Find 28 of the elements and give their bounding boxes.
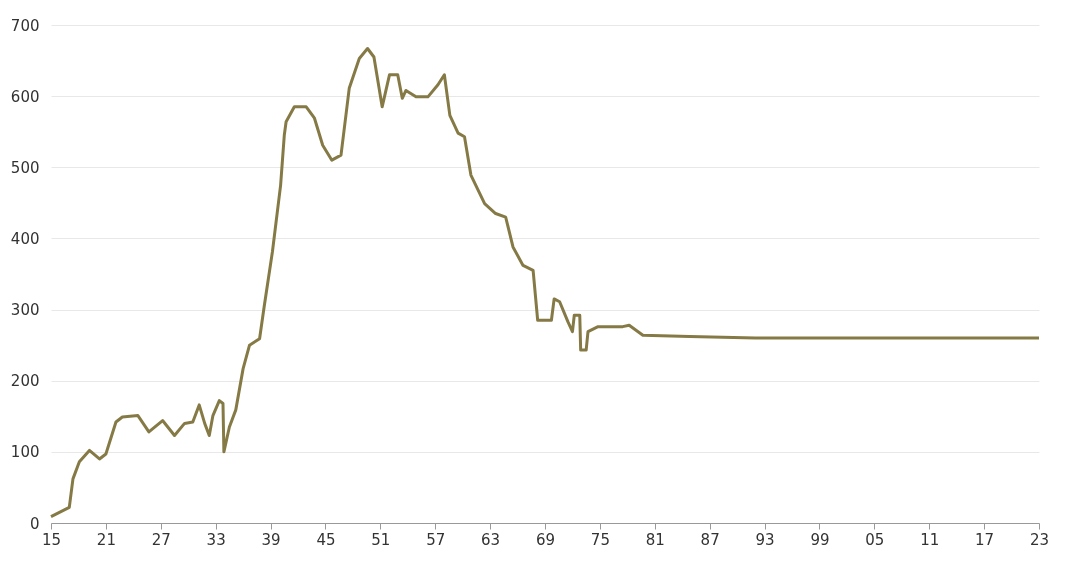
x-tick-label: 33 [206,530,226,549]
y-tick-label: 400 [10,229,40,248]
x-tick-label: 99 [810,530,830,549]
y-tick-label: 300 [10,301,40,320]
x-tick-label: 11 [920,530,940,549]
x-tick-label: 57 [426,530,446,549]
x-tick-label: 27 [151,530,171,549]
x-tick-label: 69 [535,530,556,549]
x-tick-label: 93 [755,530,775,549]
x-tick-label: 75 [590,530,610,549]
x-tick-label: 15 [41,530,62,549]
y-tick-label: 500 [10,158,40,177]
y-tick-label: 0 [29,514,40,533]
x-tick-label: 39 [261,530,281,549]
line-series [49,46,1041,519]
x-tick-label: 81 [645,530,665,549]
x-tick-label: 87 [700,530,720,549]
x-tick-label: 51 [371,530,391,549]
x-tick-label: 23 [1029,530,1050,549]
y-tick-label: 700 [10,16,40,35]
x-tick-label: 45 [316,530,336,549]
x-tick-label: 17 [975,530,995,549]
x-tick-label: 05 [865,530,885,549]
y-tick-label: 200 [10,372,40,391]
y-tick-label: 100 [10,443,40,462]
x-tick-label: 63 [481,530,501,549]
x-tick-label: 21 [96,530,116,549]
y-tick-label: 600 [10,87,40,106]
